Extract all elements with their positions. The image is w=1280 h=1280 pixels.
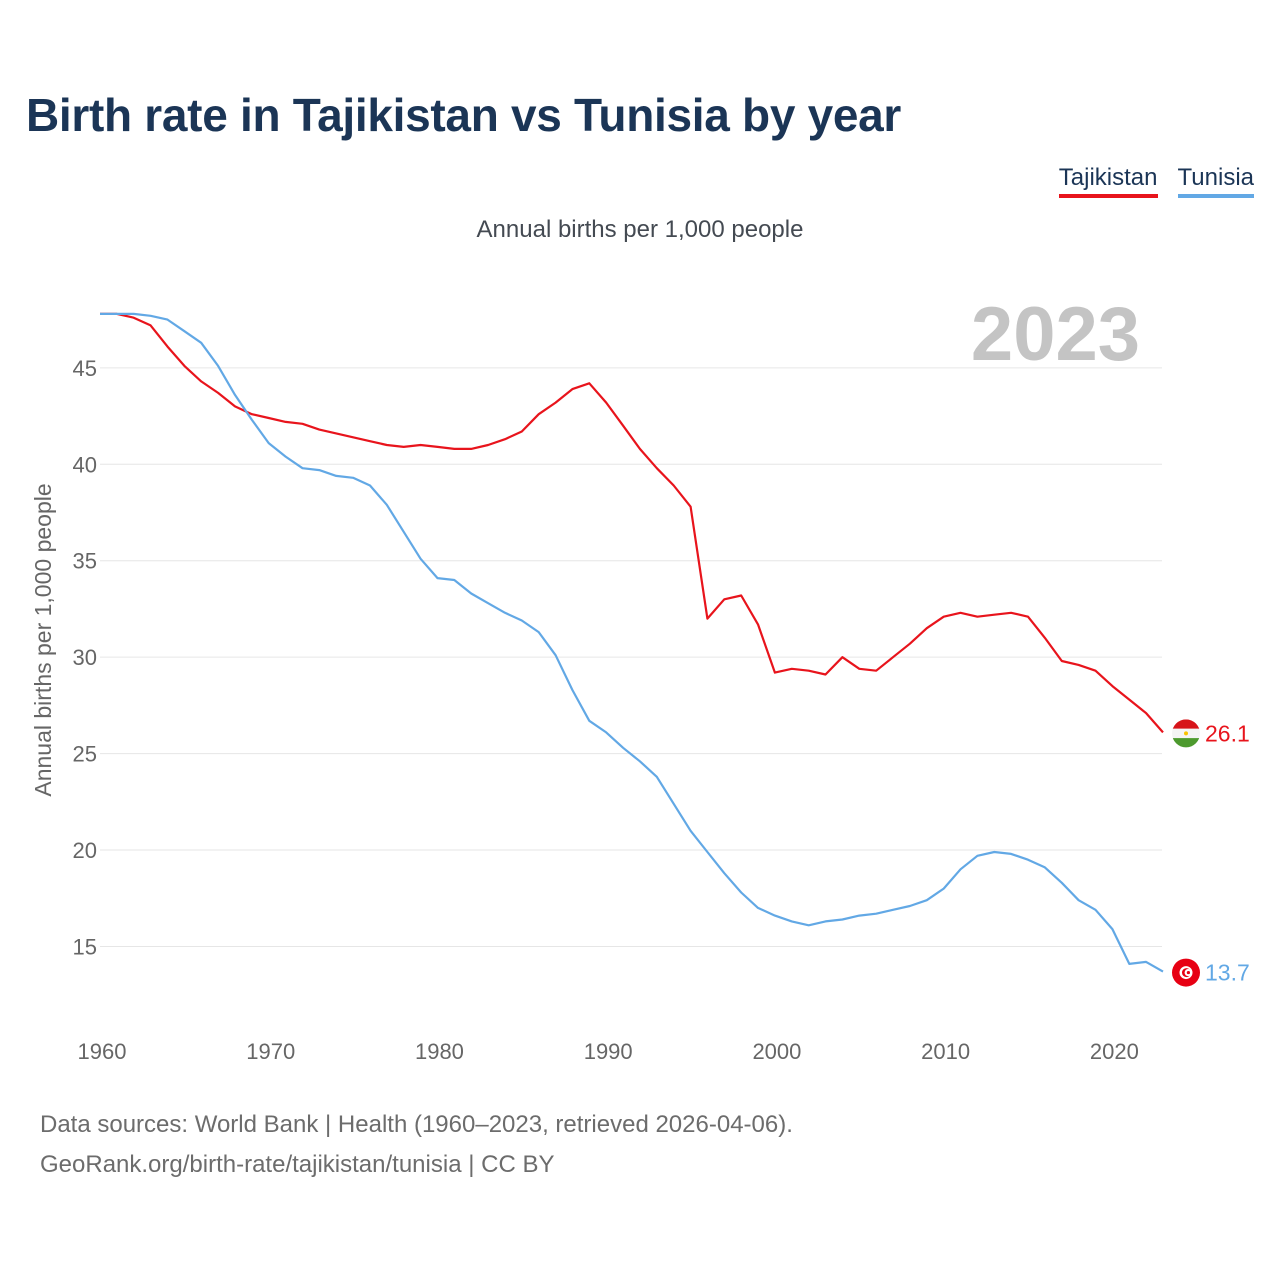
series-line-tajikistan (100, 312, 1164, 734)
x-tick-label: 1980 (415, 1039, 464, 1064)
x-tick-label: 2010 (921, 1039, 970, 1064)
y-tick-label: 15 (73, 934, 97, 959)
y-tick-label: 20 (73, 838, 97, 863)
legend-item-tunisia[interactable]: Tunisia (1177, 164, 1254, 198)
tajikistan-flag-icon (1172, 719, 1200, 748)
line-chart: 2023 15 20 25 30 35 40 45 1960 1970 1980 1990 2000 20… (30, 292, 1250, 1064)
year-label: 2023 (971, 292, 1140, 377)
x-tick-label: 1970 (246, 1039, 295, 1064)
end-value-tunisia: 13.7 (1205, 960, 1250, 986)
y-tick-label: 35 (73, 549, 97, 574)
y-axis-title: Annual births per 1,000 people (30, 483, 56, 796)
chart-subtitle: Annual births per 1,000 people (476, 216, 804, 243)
x-tick-label: 2020 (1090, 1039, 1139, 1064)
x-tick-label: 1990 (584, 1039, 633, 1064)
y-tick-label: 40 (73, 452, 97, 477)
end-value-tajikistan: 26.1 (1205, 720, 1250, 746)
tunisia-flag-star (1186, 970, 1190, 975)
source-url-text[interactable]: GeoRank.org/birth-rate/tajikistan/tunisi… (40, 1151, 555, 1178)
x-tick-label: 1960 (78, 1039, 127, 1064)
y-tick-label: 25 (73, 742, 97, 767)
data-source-text: Data sources: World Bank | Health (1960–… (40, 1111, 793, 1138)
footer: Data sources: World Bank | Health (1960–… (40, 1105, 793, 1185)
legend-item-tajikistan[interactable]: Tajikistan (1058, 164, 1158, 198)
legend: Tajikistan Tunisia (1058, 164, 1254, 198)
y-tick-label: 30 (73, 645, 97, 670)
chart-title: Birth rate in Tajikistan vs Tunisia by y… (26, 89, 902, 141)
y-tick-label: 45 (73, 356, 97, 381)
x-tick-label: 2000 (752, 1039, 801, 1064)
series-line-tunisia (100, 312, 1164, 973)
